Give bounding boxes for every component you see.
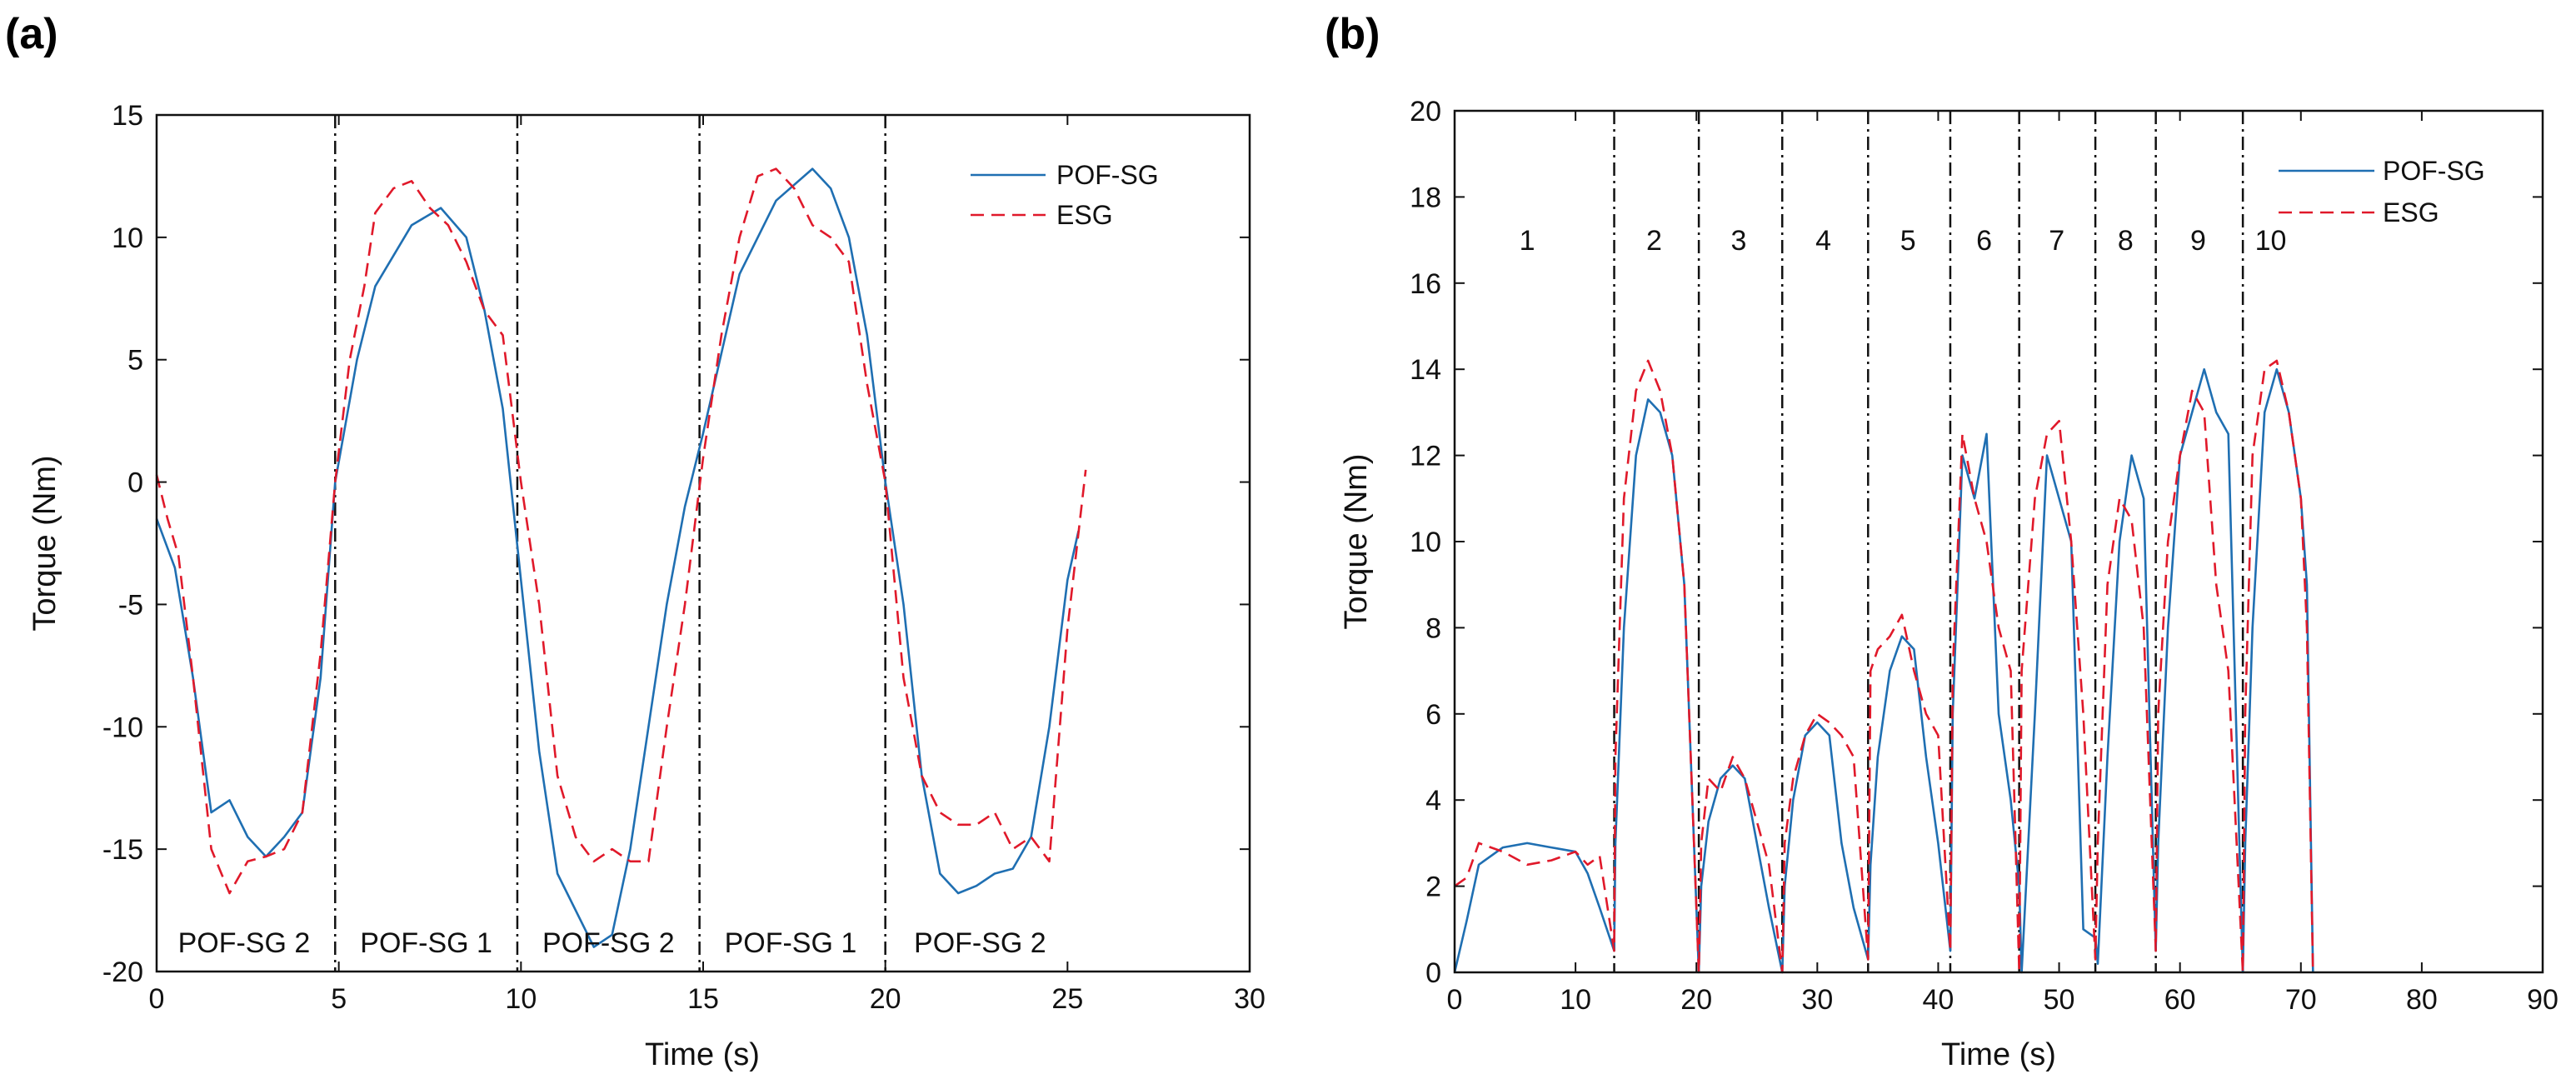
segment-label: 2: [1646, 225, 1662, 257]
y-tick-label: -5: [118, 589, 143, 621]
panel-a-plot-frame: [155, 113, 1251, 973]
pof-sg-series-line: [1453, 367, 2314, 974]
segment-label: 5: [1900, 225, 1916, 257]
x-tick-label: 60: [2164, 984, 2196, 1016]
x-tick-label: 50: [2044, 984, 2075, 1016]
x-tick-label: 80: [2406, 984, 2438, 1016]
y-tick-label: 12: [1410, 441, 1441, 472]
panel-a-ticks: 0 5 10 15 20 25 30 -20 -15 -10 -5 0 5 10 15: [102, 100, 1266, 1015]
y-tick-label: -15: [102, 834, 143, 866]
y-tick-label: 16: [1410, 268, 1441, 300]
y-tick-label: 15: [112, 100, 143, 132]
y-tick-label: 2: [1425, 872, 1441, 903]
legend-pof-sg-label: POF-SG: [1056, 160, 1159, 190]
panel-b-series: [1453, 359, 2314, 974]
segment-label: 1: [1520, 225, 1535, 257]
y-tick-label: 20: [1410, 96, 1441, 127]
panel-a-series: [155, 167, 1087, 948]
x-tick-label: 10: [1560, 984, 1591, 1016]
y-tick-label: -10: [102, 712, 143, 743]
esg-series-line: [1454, 359, 2314, 974]
segment-label: 7: [2049, 225, 2064, 257]
panel-a-label: (a): [5, 10, 58, 58]
segment-label: 4: [1815, 225, 1831, 257]
y-tick-label: 10: [112, 222, 143, 254]
x-tick-label: 0: [149, 983, 165, 1015]
segment-label: POF-SG 1: [360, 927, 492, 959]
panel-b-plot-frame: [1453, 109, 2544, 974]
esg-series-line: [155, 167, 1087, 895]
x-tick-label: 70: [2285, 984, 2317, 1016]
y-tick-label: 0: [127, 467, 143, 499]
x-tick-label: 5: [331, 983, 347, 1015]
segment-label: POF-SG 2: [542, 927, 675, 959]
segment-label: 6: [1976, 225, 1992, 257]
panel-b-legend: POF-SG ESG: [2279, 156, 2485, 227]
segment-label: 3: [1731, 225, 1747, 257]
panel-a-x-axis-title: Time (s): [645, 1037, 760, 1072]
panel-b-label: (b): [1325, 10, 1380, 58]
legend-esg-label: ESG: [2383, 197, 2439, 227]
pof-sg-series-line: [155, 167, 1080, 948]
y-tick-label: 0: [1425, 957, 1441, 989]
segment-label: POF-SG 2: [178, 927, 311, 959]
x-tick-label: 20: [1680, 984, 1712, 1016]
panel-b-dividers: [1613, 111, 2244, 972]
y-tick-label: 14: [1410, 354, 1441, 386]
panel-b-segment-labels: 1 2 3 4 5 6 7 8 9 10: [1520, 225, 2287, 257]
panel-a-y-axis-title: Torque (Nm): [27, 455, 62, 631]
x-tick-label: 10: [505, 983, 537, 1015]
x-tick-label: 25: [1051, 983, 1083, 1015]
panel-b-x-axis-title: Time (s): [1941, 1037, 2056, 1072]
x-tick-label: 30: [1801, 984, 1833, 1016]
x-tick-label: 0: [1447, 984, 1463, 1016]
panel-a-segment-labels: POF-SG 2 POF-SG 1 POF-SG 2 POF-SG 1 POF-SG 2: [178, 927, 1046, 959]
legend-pof-sg-label: POF-SG: [2383, 156, 2485, 186]
y-tick-label: 8: [1425, 612, 1441, 644]
segment-label: 8: [2118, 225, 2134, 257]
panel-a-dividers: [334, 115, 886, 972]
y-tick-label: 10: [1410, 527, 1441, 558]
y-tick-label: 5: [127, 345, 143, 377]
y-tick-label: 18: [1410, 182, 1441, 213]
x-tick-label: 30: [1234, 983, 1266, 1015]
legend-esg-label: ESG: [1056, 200, 1113, 230]
x-tick-label: 15: [687, 983, 719, 1015]
x-tick-label: 90: [2527, 984, 2559, 1016]
x-tick-label: 40: [1923, 984, 1954, 1016]
segment-label: 9: [2190, 225, 2206, 257]
segment-label: 10: [2255, 225, 2287, 257]
y-tick-label: -20: [102, 957, 143, 988]
panel-b: (b) 0 10 20 30 40 50 60 70 80 9002468101214161820…: [1325, 10, 2559, 1072]
y-tick-label: 6: [1425, 699, 1441, 731]
segment-label: POF-SG 2: [914, 927, 1046, 959]
x-tick-label: 20: [870, 983, 901, 1015]
panel-b-y-axis-title: Torque (Nm): [1339, 453, 1374, 629]
panel-a-legend: POF-SG ESG: [971, 160, 1159, 230]
y-tick-label: 4: [1425, 785, 1441, 817]
panel-a: (a) 0 5 10 15 20 25 30 -20 -15 -10 -5 0 5 10 15 POF-SG…: [5, 10, 1266, 1072]
segment-label: POF-SG 1: [725, 927, 857, 959]
